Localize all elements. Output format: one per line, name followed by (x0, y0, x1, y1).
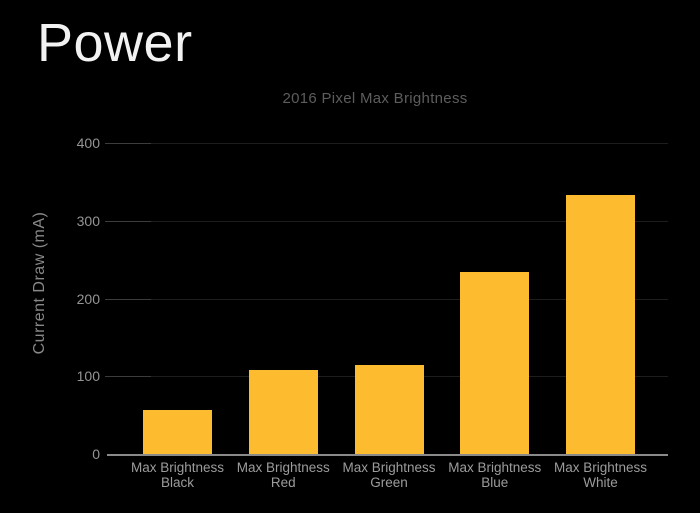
y-tick-label-200: 200 (76, 290, 100, 307)
plot-area (105, 143, 668, 456)
x-category-line2: Green (370, 475, 408, 490)
bar-max-brightness-green (354, 364, 424, 454)
x-category-line1: Max Brightness (130, 460, 225, 475)
bar-max-brightness-white (566, 195, 635, 454)
gridline-line (107, 298, 668, 300)
gridline-line (107, 143, 668, 144)
y-axis-tick-labels: 0 100 200 300 400 (0, 136, 100, 461)
y-tick-mark (105, 298, 151, 300)
x-category-label-max-brightness-black: Max Brightness Black (103, 460, 253, 490)
x-category-line1: Max Brightness (236, 460, 330, 475)
bar-max-brightness-black (143, 410, 212, 454)
slide-title: Power (37, 13, 193, 73)
x-category-line1: Max Brightness (448, 460, 542, 475)
x-category-line2: White (583, 475, 618, 490)
x-category-line2: Red (270, 475, 296, 490)
x-category-label-max-brightness-blue: Max Brightness Blue (420, 460, 570, 490)
chart-title: 2016 Pixel Max Brightness (282, 90, 468, 107)
x-category-label-max-brightness-red: Max Brightness Red (208, 460, 358, 490)
x-category-line2: Black (160, 475, 194, 490)
y-tick-mark (105, 376, 151, 378)
gridline-line (107, 220, 668, 222)
y-tick-label-0: 0 (92, 446, 100, 462)
x-category-label-max-brightness-green: Max Brightness Green (314, 460, 464, 490)
gridline-300 (105, 220, 668, 222)
y-tick-mark (105, 220, 151, 222)
y-tick-label-400: 400 (76, 135, 100, 151)
gridline-200 (105, 298, 668, 300)
y-tick-label-100: 100 (76, 368, 100, 385)
x-category-line1: Max Brightness (342, 460, 436, 475)
x-axis-labels: Max Brightness Black Max Brightness Red Max … (107, 460, 668, 500)
x-category-line2: Blue (481, 475, 509, 490)
y-tick-label-300: 300 (76, 212, 100, 229)
x-category-label-max-brightness-white: Max Brightness White (526, 460, 676, 490)
bar-max-brightness-red (248, 370, 318, 454)
y-tick-mark (105, 143, 151, 144)
gridline-400 (105, 143, 668, 144)
bar-max-brightness-blue (460, 272, 530, 454)
x-category-line1: Max Brightness (553, 460, 648, 475)
